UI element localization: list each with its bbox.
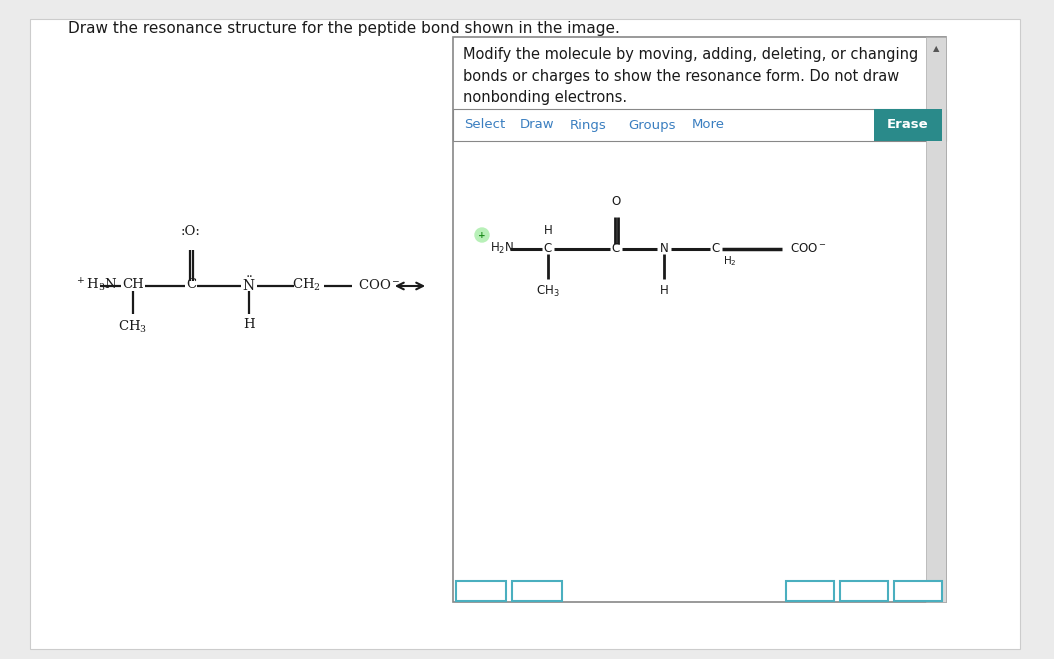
Text: More: More [692,119,725,132]
Text: $\mathregular{CH_3}$: $\mathregular{CH_3}$ [118,319,148,335]
Bar [840,581,889,601]
Text: $\mathregular{CH_3}$: $\mathregular{CH_3}$ [536,284,560,299]
Text: H: H [660,284,668,297]
Text: Draw the resonance structure for the peptide bond shown in the image.: Draw the resonance structure for the pep… [69,21,620,36]
Text: +: + [479,231,486,239]
Text: Draw: Draw [520,119,554,132]
Text: C: C [186,279,196,291]
Text: N: N [660,241,668,254]
Text: H: H [243,318,255,331]
Text: Rings: Rings [570,119,607,132]
Bar [512,581,562,601]
Text: :O:: :O: [181,225,201,238]
Bar [894,581,942,601]
Text: O: O [611,195,621,208]
Bar [874,109,942,141]
Text: $\mathregular{H_2}$: $\mathregular{H_2}$ [723,254,737,268]
Text: C: C [612,241,620,254]
Text: Modify the molecule by moving, adding, deleting, or changing
bonds or charges to: Modify the molecule by moving, adding, d… [463,47,918,105]
Bar [453,109,946,141]
Bar [456,581,506,601]
Circle shape [475,228,489,242]
Text: $\mathregular{COO^-}$: $\mathregular{COO^-}$ [358,278,401,292]
Text: $\mathregular{H_2N}$: $\mathregular{H_2N}$ [490,241,514,256]
Text: $\mathregular{\ddot{N}}$: $\mathregular{\ddot{N}}$ [242,275,256,295]
Text: ▲: ▲ [933,45,939,53]
Text: $\mathregular{COO^-}$: $\mathregular{COO^-}$ [790,241,826,254]
Text: Select: Select [464,119,505,132]
Text: CH: CH [122,279,144,291]
Text: C: C [711,241,720,254]
Text: C: C [544,241,552,254]
Text: Erase: Erase [887,119,929,132]
Text: H: H [544,224,552,237]
Text: Groups: Groups [628,119,676,132]
Text: $\mathregular{CH_2}$: $\mathregular{CH_2}$ [292,277,320,293]
Bar [926,37,946,602]
Text: $\mathregular{^+H_3N}$: $\mathregular{^+H_3N}$ [75,276,118,294]
Bar [453,37,946,602]
Bar [786,581,834,601]
